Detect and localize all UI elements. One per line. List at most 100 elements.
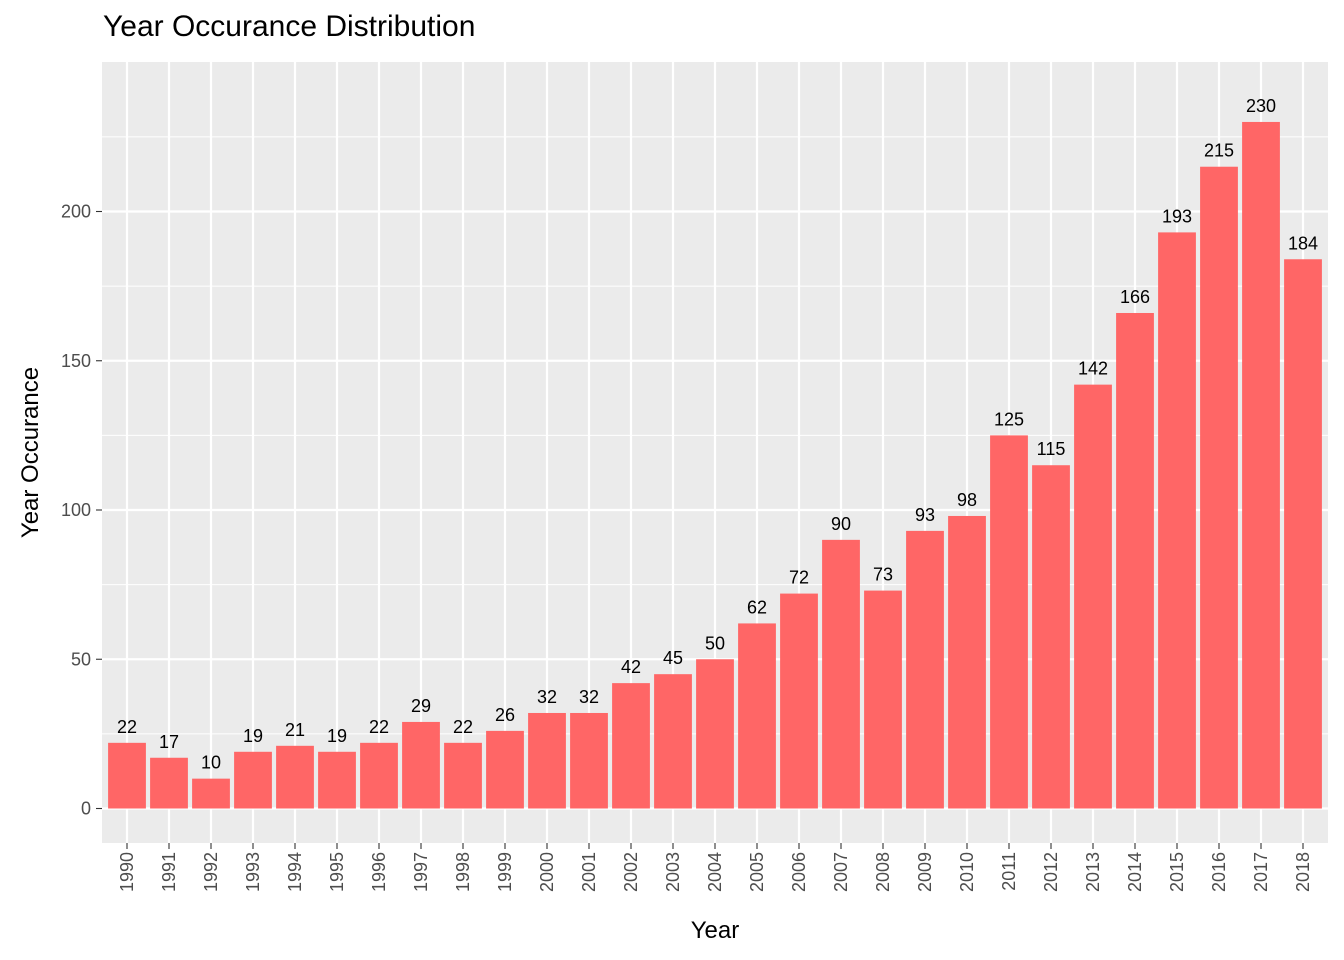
x-tick-label: 2008: [873, 852, 893, 892]
bar: [1032, 465, 1070, 809]
bar-value-label: 98: [957, 490, 977, 510]
bar-value-label: 193: [1162, 206, 1192, 226]
bar: [1242, 121, 1280, 809]
bars: [108, 121, 1322, 809]
bar-value-label: 42: [621, 657, 641, 677]
x-tick-label: 2001: [579, 852, 599, 892]
x-tick-label: 2009: [915, 852, 935, 892]
bar: [990, 435, 1028, 809]
x-tick-label: 2004: [705, 852, 725, 892]
x-tick-label: 2005: [747, 852, 767, 892]
y-axis-title: Year Occurance: [17, 367, 44, 538]
chart-title: Year Occurance Distribution: [103, 10, 476, 43]
bar: [360, 742, 398, 809]
bar-labels: 22 17 10 19 21 19 22 29 22 26 32 32 42 45 50 62 72 90 73 93…: [117, 96, 1318, 773]
bar-value-label: 22: [117, 717, 137, 737]
bar-value-label: 32: [537, 687, 557, 707]
bar-value-label: 21: [285, 720, 305, 740]
bar-value-label: 142: [1078, 359, 1108, 379]
x-tick-label: 2006: [789, 852, 809, 892]
x-tick-label: 2014: [1125, 852, 1145, 892]
bar-value-label: 125: [994, 409, 1024, 429]
bar: [402, 721, 440, 809]
x-tick-label: 1994: [285, 852, 305, 892]
y-tick-label: 100: [61, 500, 91, 520]
bar-value-label: 19: [243, 726, 263, 746]
bar: [192, 778, 230, 809]
bar: [318, 751, 356, 809]
bar: [276, 745, 314, 809]
bar-value-label: 22: [369, 717, 389, 737]
x-tick-label: 2012: [1041, 852, 1061, 892]
y-tick-label: 200: [61, 202, 91, 222]
x-axis-title: Year: [691, 917, 740, 944]
x-tick-label: 1991: [159, 852, 179, 892]
bar: [486, 730, 524, 809]
bar: [1116, 312, 1154, 809]
x-tick-label: 1990: [117, 852, 137, 892]
bar: [444, 742, 482, 809]
bar: [234, 751, 272, 809]
x-tick-label: 2018: [1293, 852, 1313, 892]
bar-value-label: 90: [831, 514, 851, 534]
bar: [1200, 166, 1238, 809]
bar-value-label: 115: [1037, 439, 1066, 459]
bar: [696, 659, 734, 809]
bar-value-label: 93: [915, 505, 935, 525]
x-tick-label: 1995: [327, 852, 347, 892]
x-tick-label: 2002: [621, 852, 641, 892]
x-tick-label: 2010: [957, 852, 977, 892]
bar-value-label: 17: [159, 732, 179, 752]
x-tick-label: 2007: [831, 852, 851, 892]
x-axis-ticks: 1990 1991 1992 1993 1994 1995 1996 1997 1998 1999…: [117, 843, 1313, 892]
bar-value-label: 26: [495, 705, 515, 725]
bar: [612, 683, 650, 809]
x-tick-label: 2013: [1083, 852, 1103, 892]
bar-value-label: 32: [579, 687, 599, 707]
bar-value-label: 73: [873, 565, 893, 585]
bar: [738, 623, 776, 809]
x-tick-label: 1993: [243, 852, 263, 892]
bar: [780, 593, 818, 809]
bar-value-label: 22: [453, 717, 473, 737]
bar-value-label: 184: [1288, 233, 1318, 253]
bar-value-label: 72: [789, 568, 809, 588]
bar: [906, 530, 944, 809]
bar-value-label: 215: [1204, 141, 1234, 161]
bar: [948, 515, 986, 809]
bar: [528, 712, 566, 809]
bar: [108, 742, 146, 809]
x-tick-label: 2016: [1209, 852, 1229, 892]
x-tick-label: 1996: [369, 852, 389, 892]
bar-value-label: 29: [411, 696, 431, 716]
y-tick-label: 0: [81, 799, 91, 819]
x-tick-label: 2015: [1167, 852, 1187, 892]
x-tick-label: 1997: [411, 852, 431, 892]
bar: [1158, 232, 1196, 809]
bar: [864, 590, 902, 809]
bar-value-label: 50: [705, 633, 725, 653]
bar-value-label: 10: [201, 753, 221, 773]
x-tick-label: 2011: [999, 852, 1019, 891]
x-tick-label: 2017: [1251, 852, 1271, 892]
x-tick-label: 2003: [663, 852, 683, 892]
bar-value-label: 230: [1246, 96, 1276, 116]
y-tick-label: 150: [61, 351, 91, 371]
bar: [1074, 384, 1112, 809]
bar: [822, 539, 860, 809]
x-tick-label: 2000: [537, 852, 557, 892]
bar-value-label: 166: [1120, 287, 1150, 307]
y-tick-label: 50: [71, 649, 91, 669]
bar: [150, 757, 188, 809]
bar-value-label: 19: [327, 726, 347, 746]
bar: [654, 674, 692, 809]
x-tick-label: 1992: [201, 852, 221, 892]
x-tick-label: 1999: [495, 852, 515, 892]
bar-value-label: 45: [663, 648, 683, 668]
x-tick-label: 1998: [453, 852, 473, 892]
bar-value-label: 62: [747, 597, 767, 617]
y-axis-ticks: 0 50 100 150 200: [61, 202, 102, 819]
bar: [1284, 259, 1322, 809]
bar: [570, 712, 608, 809]
